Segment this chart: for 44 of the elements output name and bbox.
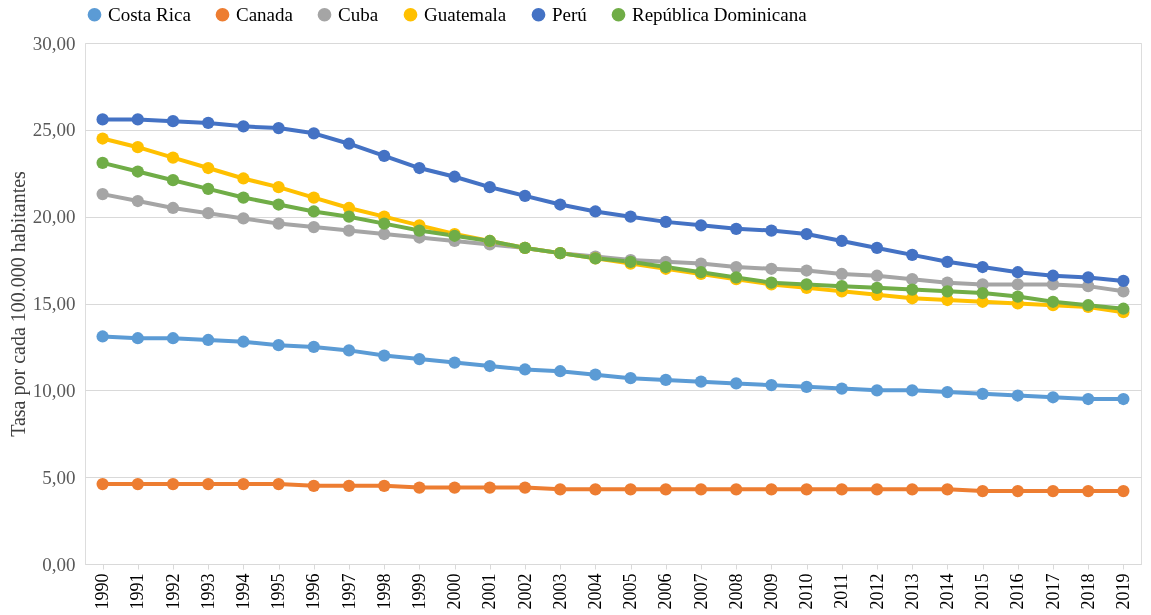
x-tick-label: 1992 <box>162 573 183 610</box>
x-tick-label: 1995 <box>268 573 289 610</box>
x-tick-label: 2011 <box>831 573 852 609</box>
x-tick-label: 2002 <box>514 573 535 610</box>
x-tick-label: 1996 <box>303 573 324 610</box>
x-tick-label: 2007 <box>690 573 711 610</box>
x-tick-label: 2006 <box>655 573 676 610</box>
x-tick-label: 2012 <box>866 573 887 610</box>
x-tick-label: 2018 <box>1077 573 1098 610</box>
legend-label: República Dominicana <box>632 3 808 25</box>
x-tick-label: 2013 <box>901 573 922 610</box>
y-tick-label: 10,00 <box>32 379 76 401</box>
legend-label: Cuba <box>338 3 379 25</box>
x-tick-label: 1994 <box>232 573 253 610</box>
x-tick-label: 1997 <box>338 573 359 610</box>
legend-label: Guatemala <box>424 3 507 25</box>
x-tick-label: 2016 <box>1007 573 1028 610</box>
legend-label: Canada <box>236 3 294 25</box>
x-tick-label: 2000 <box>444 573 465 610</box>
y-tick-label: 20,00 <box>32 206 76 228</box>
x-tick-label: 2015 <box>972 573 993 610</box>
y-tick-label: 30,00 <box>32 32 76 54</box>
x-tick-label: 2009 <box>760 573 781 610</box>
y-tick-label: 15,00 <box>32 293 76 314</box>
x-tick-label: 1999 <box>408 573 429 610</box>
x-tick-label: 1993 <box>197 573 218 610</box>
x-tick-label: 2017 <box>1042 573 1063 610</box>
x-tick-label: 2010 <box>796 573 817 610</box>
legend-label: Costa Rica <box>108 3 192 25</box>
x-tick-label: 2008 <box>725 573 746 610</box>
y-tick-label: 25,00 <box>32 119 76 141</box>
y-tick-label: 0,00 <box>42 553 76 575</box>
x-tick-label: 1990 <box>92 573 113 610</box>
x-tick-label: 2019 <box>1112 573 1133 610</box>
x-tick-label: 2005 <box>620 573 641 610</box>
y-axis-title: Tasa por cada 100.000 habitantes <box>6 170 30 437</box>
x-tick-label: 2004 <box>584 573 605 610</box>
x-tick-label: 2001 <box>479 573 500 610</box>
x-tick-label: 1998 <box>373 573 394 610</box>
x-tick-label: 2003 <box>549 573 570 610</box>
x-tick-label: 2014 <box>936 573 957 610</box>
y-tick-label: 5,00 <box>42 466 76 488</box>
x-tick-label: 1991 <box>127 573 148 610</box>
legend-label: Perú <box>552 3 588 25</box>
